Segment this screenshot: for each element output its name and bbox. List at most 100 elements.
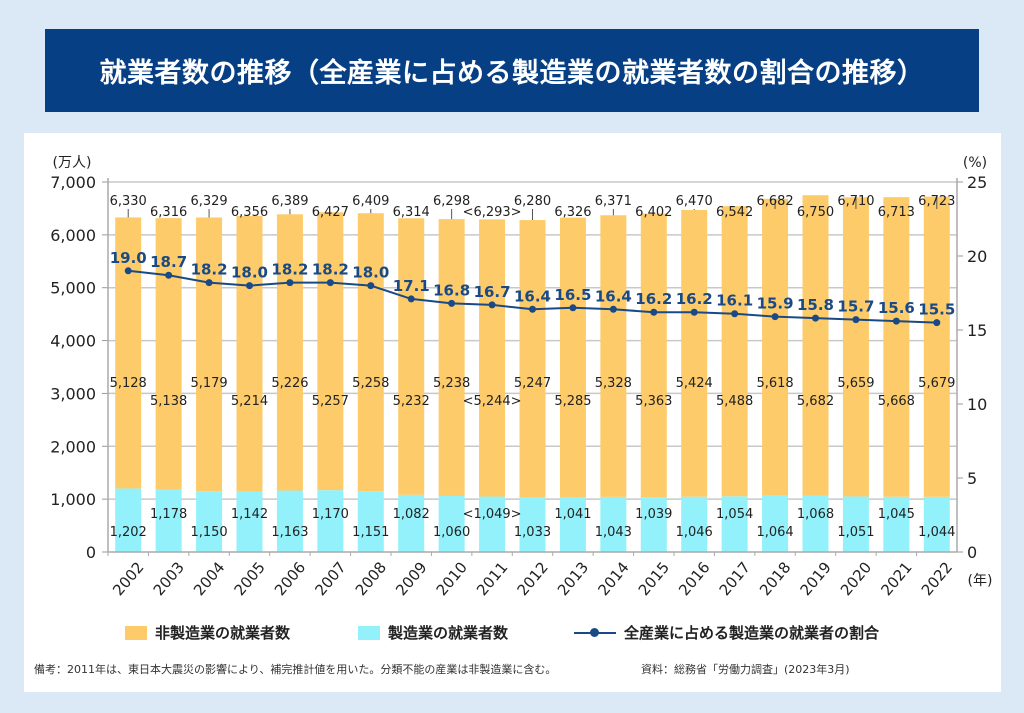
ratio-point [124, 267, 132, 275]
bars [115, 195, 950, 552]
chart-title: 就業者数の推移（全産業に占める製造業の就業者数の割合の推移） [99, 58, 925, 89]
ratio-point [488, 301, 496, 309]
bar-non-manufacturing [640, 213, 667, 498]
bar-non-manufacturing [721, 206, 748, 497]
x-tick-label: 2004 [190, 558, 228, 599]
non-manufacturing-label: 5,363 [635, 394, 672, 409]
ratio-point [650, 308, 658, 316]
bar-manufacturing [317, 490, 344, 552]
bar-non-manufacturing [559, 217, 586, 497]
total-label: 6,371 [595, 194, 632, 209]
bar-manufacturing [236, 491, 263, 552]
bar-manufacturing [600, 496, 627, 552]
legend-swatch-non-manufacturing [125, 625, 147, 640]
total-label: 6,330 [110, 194, 147, 209]
ratio-point [852, 316, 860, 324]
bar-non-manufacturing [883, 197, 910, 497]
ratio-label: 16.2 [635, 290, 672, 308]
y-tick-label: 2,000 [50, 437, 96, 456]
y-tick-label: 6,000 [50, 226, 96, 245]
x-tick-label: 2019 [797, 558, 835, 599]
ratio-label: 16.1 [716, 292, 753, 310]
bar-manufacturing [762, 495, 789, 552]
ratio-point [246, 282, 253, 290]
bar-manufacturing [923, 496, 950, 552]
y-tick-label: 3,000 [50, 384, 96, 403]
non-manufacturing-label: 5,214 [231, 394, 268, 409]
ratio-point [933, 319, 941, 327]
bar-manufacturing [640, 497, 667, 552]
ratio-point [529, 305, 536, 313]
non-manufacturing-label: 5,682 [797, 394, 834, 409]
manufacturing-label: 1,039 [635, 507, 672, 522]
legend-label-manufacturing: 製造業の就業者数 [388, 624, 509, 642]
ratio-label: 15.6 [878, 299, 915, 317]
y-tick-label: 4,000 [50, 332, 96, 351]
non-manufacturing-label: 5,257 [312, 394, 349, 409]
bar-manufacturing [681, 496, 708, 552]
x-tick-label: 2002 [109, 558, 147, 599]
x-tick-label: 2017 [716, 558, 754, 599]
total-label: 6,409 [352, 194, 389, 209]
total-label: 6,470 [676, 194, 713, 209]
bar-manufacturing [357, 491, 384, 552]
non-manufacturing-label: 5,226 [271, 376, 308, 391]
manufacturing-label: 1,178 [150, 507, 187, 522]
ratio-point [690, 308, 698, 316]
manufacturing-label: 1,163 [271, 525, 308, 540]
total-label: 6,402 [635, 205, 672, 220]
bar-manufacturing [559, 496, 586, 552]
total-label: 6,356 [231, 205, 268, 220]
legend-item-manufacturing: 製造業の就業者数 [358, 622, 508, 643]
legend: 非製造業の就業者数 製造業の就業者数 全産業に占める製造業の就業者の割合 [0, 622, 1024, 650]
total-label: 6,326 [554, 205, 591, 220]
bar-non-manufacturing [681, 210, 708, 497]
non-manufacturing-label: 5,285 [554, 394, 591, 409]
x-tick-label: 2018 [756, 558, 794, 599]
total-label: 6,713 [878, 205, 915, 220]
ratio-label: 18.0 [231, 264, 268, 282]
chart-title-banner: 就業者数の推移（全産業に占める製造業の就業者数の割合の推移） [45, 29, 979, 112]
bar-non-manufacturing [276, 214, 303, 491]
x-tick-label: 2011 [473, 558, 511, 599]
bar-non-manufacturing [923, 196, 950, 497]
total-label: <6,293> [463, 205, 522, 220]
total-label: 6,710 [837, 194, 874, 209]
x-tick-label: 2014 [594, 558, 632, 599]
y2-tick-label: 10 [967, 395, 987, 414]
non-manufacturing-label: 5,179 [190, 376, 227, 391]
x-tick-label: 2003 [150, 558, 188, 599]
legend-label-non-manufacturing: 非製造業の就業者数 [155, 624, 291, 642]
ratio-point [448, 299, 456, 307]
manufacturing-label: 1,064 [756, 525, 793, 540]
ratio-point [407, 295, 415, 303]
data-labels: 6,330 5,128 1,202 6,316 5,138 1,178 6,329 5,179… [110, 194, 956, 540]
ratio-label: 16.2 [676, 290, 713, 308]
bar-manufacturing [802, 495, 829, 552]
manufacturing-label: 1,068 [797, 507, 834, 522]
manufacturing-label: 1,202 [110, 525, 147, 540]
chart-panel [24, 133, 1001, 692]
x-tick-label: 2021 [877, 558, 915, 599]
legend-swatch-manufacturing [358, 625, 380, 640]
y-tick-label: 5,000 [50, 279, 96, 298]
ratio-label: 16.8 [433, 281, 470, 299]
ratio-label: 18.2 [191, 261, 228, 279]
total-label: 6,329 [190, 194, 227, 209]
non-manufacturing-label: 5,258 [352, 376, 389, 391]
non-manufacturing-label: 5,247 [514, 376, 551, 391]
ratio-label: 19.0 [110, 249, 147, 267]
bar-non-manufacturing [479, 219, 506, 497]
y2-tick-label: 20 [967, 247, 987, 266]
ratio-point [205, 279, 213, 287]
x-tick-label: 2009 [392, 558, 430, 599]
non-manufacturing-label: 5,668 [878, 394, 915, 409]
ratio-label: 17.1 [393, 277, 430, 295]
ratio-point [892, 317, 900, 325]
bar-manufacturing [155, 489, 182, 552]
bar-non-manufacturing [762, 198, 789, 496]
manufacturing-label: 1,044 [918, 525, 955, 540]
legend-item-non-manufacturing: 非製造業の就業者数 [125, 622, 290, 643]
manufacturing-label: 1,060 [433, 525, 470, 540]
bar-non-manufacturing [802, 195, 829, 496]
